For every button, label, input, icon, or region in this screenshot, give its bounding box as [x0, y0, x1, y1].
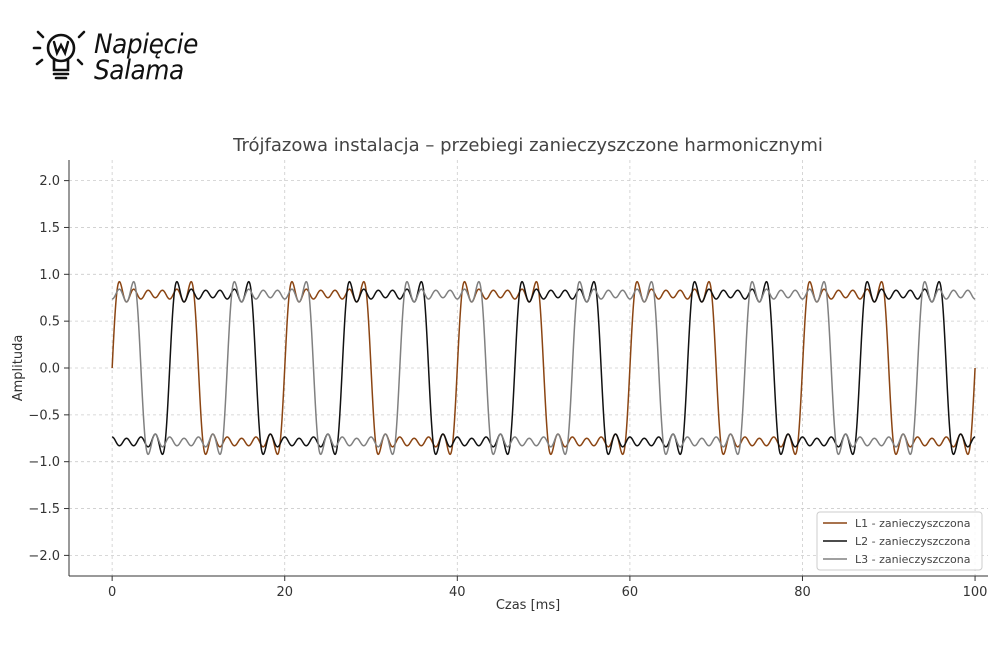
- y-tick-label: −2.0: [28, 549, 60, 564]
- lightbulb-w-icon: [32, 30, 86, 80]
- y-tick-label: 1.5: [39, 221, 60, 236]
- y-tick-label: −0.5: [28, 408, 60, 423]
- legend-label-l2: L2 - zanieczyszczona: [855, 535, 971, 548]
- x-tick-label: 100: [963, 585, 988, 600]
- y-ticks: 2.0 1.5 1.0 0.5 0.0 −0.5 −1.0 −1.5 −2.0: [28, 174, 69, 564]
- x-axis-label: Czas [ms]: [496, 598, 560, 613]
- logo: Napięcie Salama: [30, 26, 220, 92]
- logo-line-1: Napięcie: [94, 29, 198, 60]
- series-line-l2: [111, 280, 976, 456]
- legend-label-l3: L3 - zanieczyszczona: [855, 553, 971, 566]
- series-line-l3: [111, 280, 976, 456]
- x-tick-label: 0: [108, 585, 116, 600]
- legend: L1 - zanieczyszczona L2 - zanieczyszczona…: [816, 511, 983, 571]
- y-tick-label: −1.0: [28, 455, 60, 470]
- x-tick-label: 60: [622, 585, 639, 600]
- y-tick-label: 1.0: [39, 268, 60, 283]
- y-tick-label: −1.5: [28, 502, 60, 517]
- legend-box: [816, 511, 983, 571]
- chart-title: Trójfazowa instalacja – przebiegi zaniec…: [232, 135, 823, 156]
- x-ticks: 0 20 40 60 80 100: [108, 576, 987, 600]
- x-tick-label: 40: [449, 585, 466, 600]
- logo-line-2: Salama: [94, 55, 184, 86]
- logo-text: Napięcie Salama: [94, 29, 198, 86]
- y-tick-label: 0.5: [39, 315, 60, 330]
- x-tick-label: 20: [276, 585, 293, 600]
- y-tick-label: 2.0: [39, 174, 60, 189]
- x-tick-label: 80: [794, 585, 811, 600]
- y-axis-label: Amplituda: [11, 335, 26, 402]
- series-line-l1: [111, 280, 976, 456]
- legend-label-l1: L1 - zanieczyszczona: [855, 517, 971, 530]
- y-tick-label: 0.0: [39, 362, 60, 377]
- series-lines: [111, 280, 976, 456]
